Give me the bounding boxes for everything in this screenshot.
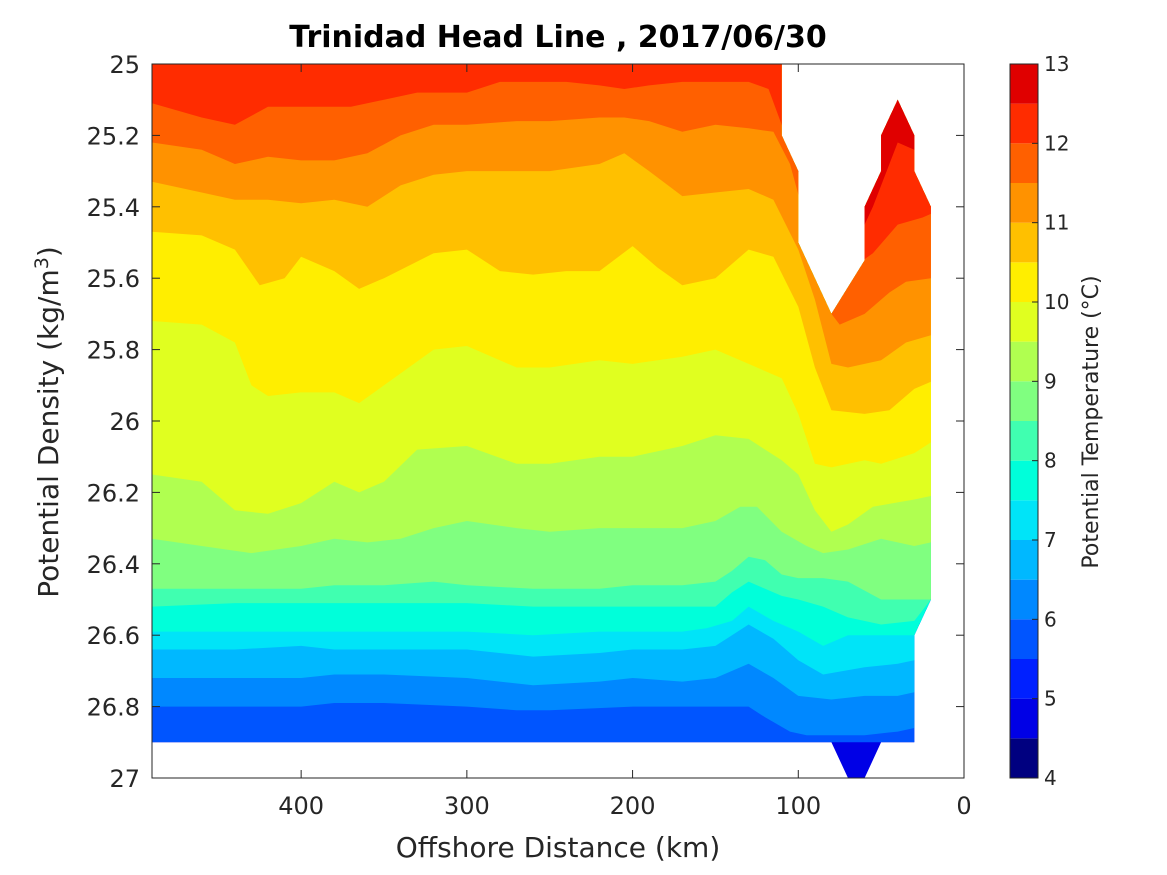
x-tick-label: 200 (610, 792, 656, 820)
y-tick-label: 25.4 (87, 194, 140, 222)
colorbar-swatch (1010, 302, 1038, 342)
colorbar-swatch (1010, 262, 1038, 302)
colorbar-tick-label: 6 (1044, 607, 1057, 631)
colorbar-swatch (1010, 659, 1038, 699)
chart-title: Trinidad Head Line , 2017/06/30 (289, 20, 826, 55)
colorbar-swatch (1010, 421, 1038, 461)
y-tick-label: 27 (109, 765, 140, 793)
y-tick-label: 26.6 (87, 622, 140, 650)
colorbar-tick-label: 13 (1044, 52, 1069, 76)
colorbar-tick-label: 5 (1044, 687, 1057, 711)
plot-area: 400 300 200 100 0 25 25.2 25.4 25.6 25.8 26 26.2 26… (87, 51, 972, 820)
y-tick-label: 26.2 (87, 479, 140, 507)
x-tick-label: 400 (278, 792, 324, 820)
colorbar-tick-label: 8 (1044, 449, 1057, 473)
colorbar-swatch (1010, 579, 1038, 620)
y-tick-label: 25.2 (87, 122, 140, 150)
colorbar-swatch (1010, 183, 1038, 223)
y-tick-label: 26.8 (87, 694, 140, 722)
y-tick-label: 25.8 (87, 337, 140, 365)
y-tick-label: 26 (109, 408, 140, 436)
y-tick-label: 25 (109, 51, 140, 79)
colorbar-tick-label: 7 (1044, 528, 1057, 552)
x-tick-label: 0 (956, 792, 971, 820)
colorbar-swatch (1010, 698, 1038, 739)
colorbar-frame (1009, 63, 1039, 779)
colorbar-swatch (1010, 460, 1038, 501)
colorbar-swatch (1010, 103, 1038, 144)
colorbar-swatch (1010, 381, 1038, 421)
x-axis: 400 300 200 100 0 (278, 64, 972, 820)
x-tick-label: 300 (444, 792, 490, 820)
y-axis-label-close: ) (32, 246, 65, 257)
colorbar: 4 5 6 7 8 9 10 11 12 13 (1009, 52, 1069, 790)
colorbar-swatch (1010, 540, 1038, 580)
y-axis-label-main: Potential Density (kg/m (32, 269, 65, 598)
colorbar-tick-label: 4 (1044, 766, 1057, 790)
y-tick-label: 25.6 (87, 265, 140, 293)
colorbar-swatch (1010, 143, 1038, 183)
colorbar-tick-label: 11 (1044, 211, 1069, 235)
colorbar-swatch (1010, 619, 1038, 659)
x-axis-label: Offshore Distance (km) (396, 831, 721, 864)
colorbar-tick-label: 10 (1044, 290, 1069, 314)
colorbar-tick-label: 12 (1044, 131, 1069, 155)
y-axis-label: Potential Density (kg/m3) (31, 246, 65, 598)
colorbar-swatch (1010, 222, 1038, 263)
colorbar-label: Potential Temperature (°C) (1079, 275, 1104, 568)
y-tick-label: 26.4 (87, 551, 140, 579)
colorbar-swatch (1010, 500, 1038, 540)
y-axis-label-sup: 3 (31, 257, 53, 269)
colorbar-swatch (1010, 738, 1038, 778)
contour-band-11-5 (152, 64, 931, 325)
x-tick-label: 100 (775, 792, 821, 820)
y-axis: 25 25.2 25.4 25.6 25.8 26 26.2 26.4 26.6 26.8 27 (87, 51, 964, 793)
colorbar-swatch (1010, 341, 1038, 382)
colorbar-swatch (1010, 64, 1038, 104)
colorbar-tick-label: 9 (1044, 369, 1057, 393)
